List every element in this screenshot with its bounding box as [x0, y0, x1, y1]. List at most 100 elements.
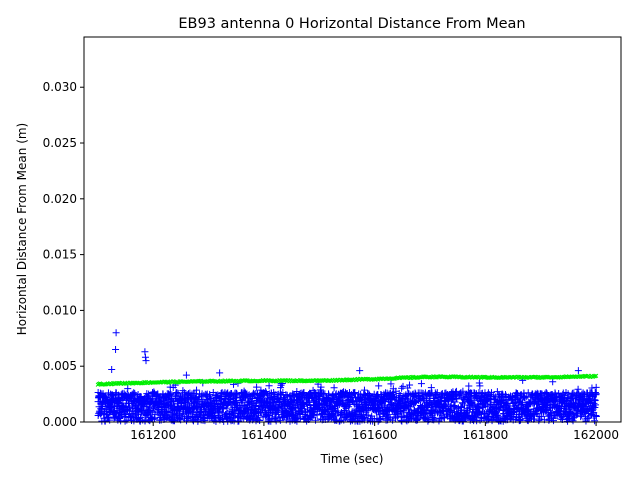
green-point [139, 381, 145, 386]
blue-point [253, 383, 261, 391]
blue-point [459, 387, 467, 395]
blue-point [592, 383, 600, 391]
blue-point [263, 391, 271, 399]
green-point [123, 381, 128, 386]
blue-point [592, 412, 600, 420]
green-point [142, 379, 147, 385]
blue-point [592, 401, 600, 409]
blue-point [224, 400, 232, 408]
blue-point [375, 382, 383, 390]
blue-point [336, 417, 344, 425]
green-point [220, 379, 226, 384]
blue-point [124, 385, 132, 393]
green-point [446, 375, 451, 380]
chart-marks [94, 329, 600, 425]
blue-point [112, 345, 120, 353]
blue-point [591, 417, 599, 425]
blue-point [364, 411, 372, 419]
blue-point [333, 407, 341, 415]
blue-point [256, 417, 264, 425]
blue-point [325, 391, 333, 399]
blue-point [499, 397, 507, 405]
blue-point [265, 382, 273, 390]
blue-point [417, 380, 425, 388]
blue-point [574, 367, 582, 375]
blue-point [470, 397, 478, 405]
blue-point [439, 406, 447, 414]
blue-point [131, 391, 139, 399]
blue-point [255, 402, 263, 410]
green-point [533, 374, 538, 379]
green-point [237, 379, 242, 384]
blue-point [569, 417, 577, 425]
blue-point [201, 417, 209, 425]
green-point [407, 375, 413, 381]
blue-point [401, 399, 409, 407]
blue-point [476, 382, 484, 390]
blue-point [592, 411, 600, 419]
blue-point [521, 394, 529, 402]
green-point [197, 378, 202, 384]
blue-point [191, 390, 199, 398]
x-tick-label: 161200 [130, 428, 176, 442]
blue-point [312, 416, 320, 424]
green-point [466, 375, 471, 380]
blue-point [494, 411, 502, 419]
green-point [248, 379, 253, 384]
y-tick-label: 0.005 [43, 359, 77, 373]
x-tick-label: 161600 [352, 428, 398, 442]
blue-point [212, 417, 220, 425]
blue-point [459, 399, 467, 407]
blue-point [334, 402, 342, 410]
blue-point [296, 414, 304, 422]
blue-point [473, 417, 481, 425]
axis-ticks: 161200 161400 161600 161800 162000 0.000 0.005… [43, 80, 619, 442]
y-tick-label: 0.020 [43, 192, 77, 206]
green-point [175, 380, 180, 385]
y-tick-label: 0.000 [43, 415, 77, 429]
blue-point [437, 395, 445, 403]
blue-point [351, 389, 359, 396]
blue-point [549, 378, 557, 386]
green-point [108, 382, 114, 387]
blue-point [162, 414, 170, 422]
blue-point [376, 414, 384, 422]
blue-point [461, 401, 469, 409]
x-axis-label: Time (sec) [320, 452, 384, 466]
blue-point [141, 348, 149, 356]
blue-point [433, 389, 441, 397]
blue-point [229, 408, 237, 416]
blue-point [106, 416, 114, 424]
blue-point [424, 417, 432, 425]
plot-frame [83, 36, 622, 423]
blue-point [268, 414, 276, 422]
green-point [216, 379, 221, 384]
x-tick-label: 162000 [573, 428, 619, 442]
blue-point [141, 353, 149, 361]
blue-point [372, 392, 380, 400]
blue-point [293, 417, 301, 425]
blue-point [406, 381, 414, 389]
y-tick-label: 0.010 [43, 303, 77, 317]
y-tick-label: 0.025 [43, 136, 77, 150]
green-point [405, 375, 411, 380]
blue-point [262, 387, 270, 395]
blue-point [592, 390, 600, 398]
blue-point [427, 384, 435, 392]
y-axis-label: Horizontal Distance From Mean (m) [15, 123, 29, 335]
blue-point [121, 417, 129, 425]
green-point [593, 373, 599, 378]
blue-point [330, 384, 338, 392]
blue-point [562, 398, 570, 406]
blue-point [142, 357, 150, 365]
green-point [498, 375, 504, 380]
blue-point [193, 386, 201, 394]
x-tick-label: 161800 [462, 428, 508, 442]
blue-point [561, 391, 569, 399]
blue-point [165, 401, 173, 409]
blue-point [112, 329, 120, 337]
blue-point [465, 382, 473, 390]
green-point [116, 380, 122, 386]
blue-point [495, 413, 503, 421]
